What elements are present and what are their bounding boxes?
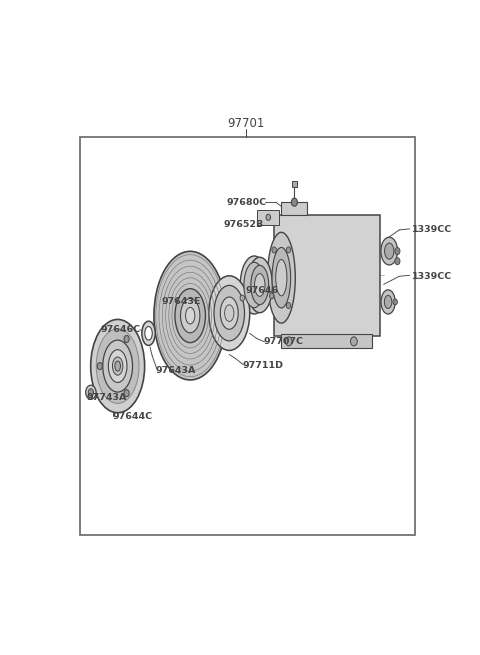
Text: 97743A: 97743A — [87, 393, 127, 402]
Ellipse shape — [276, 259, 287, 296]
Ellipse shape — [247, 257, 273, 312]
Ellipse shape — [381, 290, 395, 314]
Polygon shape — [274, 215, 380, 336]
Ellipse shape — [145, 326, 152, 340]
Ellipse shape — [115, 361, 120, 371]
Ellipse shape — [254, 274, 265, 296]
Ellipse shape — [220, 297, 238, 329]
Text: 97701: 97701 — [228, 117, 264, 130]
Circle shape — [350, 337, 357, 346]
Bar — [281, 202, 307, 215]
Text: 97646: 97646 — [246, 286, 279, 295]
Ellipse shape — [154, 252, 227, 380]
Circle shape — [240, 295, 244, 301]
Circle shape — [266, 214, 271, 220]
Ellipse shape — [214, 286, 244, 341]
Circle shape — [88, 389, 94, 396]
Text: 1339CC: 1339CC — [411, 225, 452, 234]
Ellipse shape — [112, 357, 123, 375]
Text: 97643E: 97643E — [162, 297, 202, 306]
Circle shape — [124, 335, 129, 343]
Text: 1339CC: 1339CC — [411, 272, 452, 281]
Ellipse shape — [175, 289, 205, 343]
Text: 97707C: 97707C — [264, 337, 304, 346]
Circle shape — [286, 337, 292, 346]
Circle shape — [393, 299, 397, 305]
Circle shape — [124, 390, 129, 397]
Ellipse shape — [384, 295, 392, 309]
Ellipse shape — [381, 237, 397, 265]
Ellipse shape — [103, 340, 132, 392]
Ellipse shape — [384, 243, 394, 259]
Ellipse shape — [267, 233, 295, 323]
Circle shape — [291, 198, 297, 206]
Ellipse shape — [96, 329, 139, 403]
Text: 97644C: 97644C — [112, 412, 152, 421]
Bar — [81, 137, 415, 535]
Circle shape — [97, 363, 102, 369]
Circle shape — [272, 247, 276, 253]
Circle shape — [269, 293, 274, 299]
Circle shape — [85, 385, 96, 400]
Ellipse shape — [272, 248, 291, 308]
Circle shape — [395, 248, 400, 255]
Ellipse shape — [244, 262, 264, 308]
Circle shape — [286, 247, 291, 253]
Bar — [257, 210, 279, 225]
Circle shape — [395, 257, 400, 265]
Text: 97711D: 97711D — [242, 360, 283, 369]
Bar — [281, 334, 372, 348]
Ellipse shape — [91, 320, 144, 413]
Ellipse shape — [180, 299, 200, 333]
Bar — [292, 181, 297, 187]
Circle shape — [286, 303, 291, 309]
Text: 97680C: 97680C — [227, 198, 266, 207]
Ellipse shape — [240, 256, 268, 314]
Ellipse shape — [225, 305, 234, 322]
Text: 97652B: 97652B — [224, 220, 264, 229]
Ellipse shape — [186, 307, 195, 324]
Ellipse shape — [209, 276, 250, 350]
Ellipse shape — [251, 265, 269, 305]
Ellipse shape — [142, 321, 155, 345]
Text: 97643A: 97643A — [156, 365, 196, 375]
Ellipse shape — [108, 350, 127, 383]
Text: 97646C: 97646C — [101, 326, 141, 334]
